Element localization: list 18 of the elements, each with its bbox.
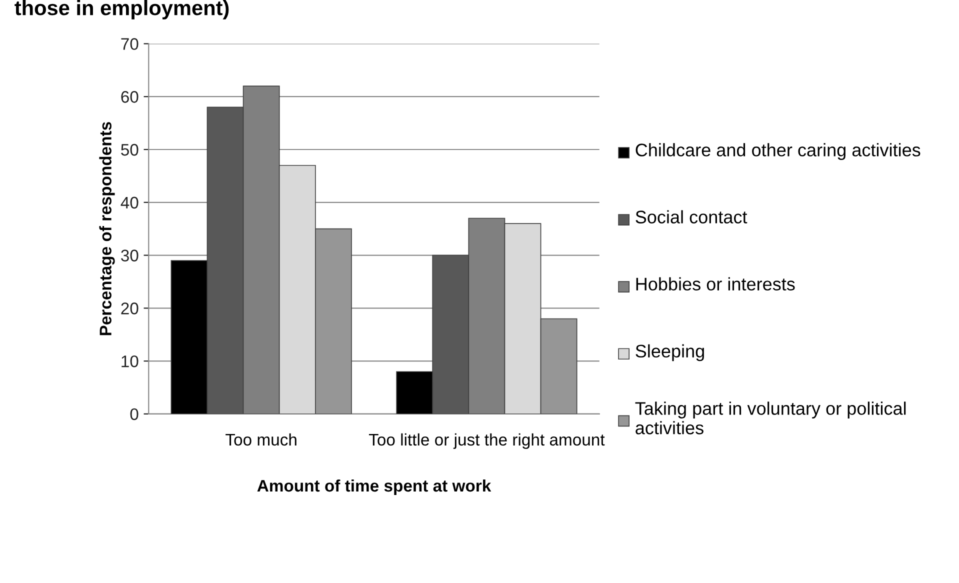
y-axis-title: Percentage of respondents xyxy=(99,122,115,336)
legend-label: Hobbies or interests xyxy=(636,277,795,291)
legend-label: Sleeping xyxy=(636,344,704,362)
y-tick-label: 50 xyxy=(121,144,138,156)
y-tick-label: 30 xyxy=(121,250,138,262)
x-tick-label: Too much xyxy=(226,433,296,446)
chart-title: those in employment) xyxy=(14,0,229,20)
y-tick-label: 0 xyxy=(130,408,138,420)
y-tick-label: 10 xyxy=(122,355,138,368)
legend-label: Taking part in voluntary or political activities xyxy=(635,402,906,434)
y-tick-label: 60 xyxy=(121,91,138,103)
x-tick-label: Too little or just the right amount xyxy=(368,433,605,449)
x-axis-title: Amount of time spent at work xyxy=(257,479,492,496)
y-tick-label: 70 xyxy=(121,38,138,50)
y-tick-label: 20 xyxy=(121,302,138,314)
y-tick-label: 40 xyxy=(120,196,138,209)
legend-label: Childcare and other caring activities xyxy=(636,143,920,160)
legend-label: Social contact xyxy=(636,210,748,224)
